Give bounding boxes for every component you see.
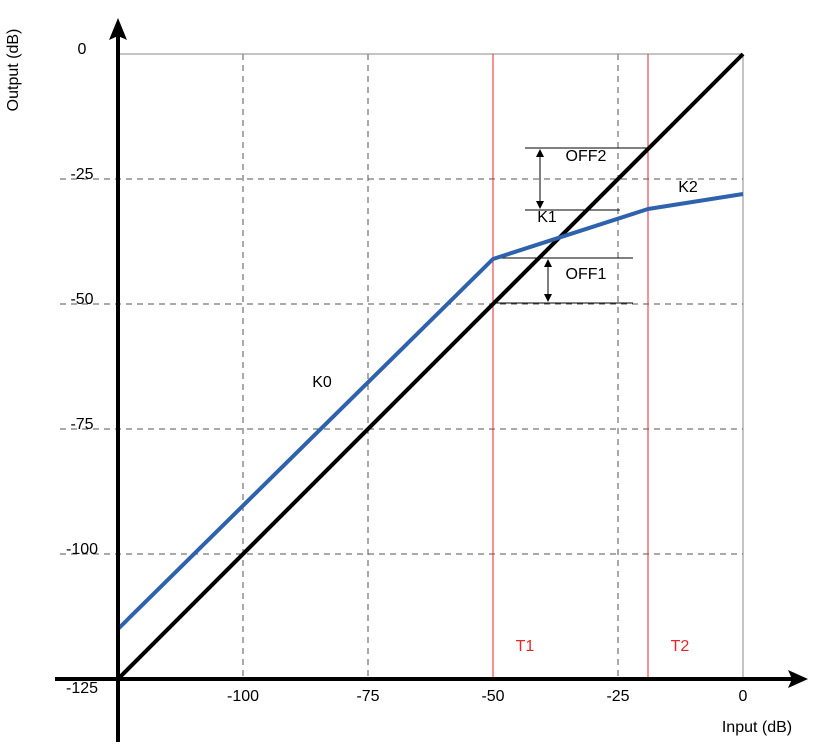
y-axis-arrow <box>109 18 127 40</box>
threshold-label: T2 <box>671 638 690 655</box>
series-line <box>116 192 744 631</box>
series-line <box>116 52 745 681</box>
annotation: K0 <box>312 374 332 391</box>
annotation: OFF2 <box>566 148 607 165</box>
plot <box>116 52 745 681</box>
x-tick-label: 0 <box>739 688 748 705</box>
y-tick-label: 0 <box>78 41 87 58</box>
x-axis-arrow <box>788 670 808 688</box>
x-axis-label: Input (dB) <box>722 719 792 736</box>
x-tick-label: -25 <box>606 688 629 705</box>
y-tick-label: -125 <box>66 680 98 697</box>
y-tick-label: -75 <box>70 416 93 433</box>
x-tick-label: -75 <box>356 688 379 705</box>
threshold-label: T1 <box>516 638 535 655</box>
grid <box>60 53 744 679</box>
y-tick-label: -100 <box>66 541 98 558</box>
y-tick-label: -50 <box>70 291 93 308</box>
annotation: K1 <box>537 209 557 226</box>
annotation: OFF1 <box>566 266 607 283</box>
offset-guides <box>495 147 650 304</box>
y-tick-label: -25 <box>70 166 93 183</box>
y-axis-label: Output (dB) <box>5 29 22 112</box>
annotation: K2 <box>678 179 698 196</box>
x-tick-label: -100 <box>227 688 259 705</box>
x-tick-label: -50 <box>481 688 504 705</box>
